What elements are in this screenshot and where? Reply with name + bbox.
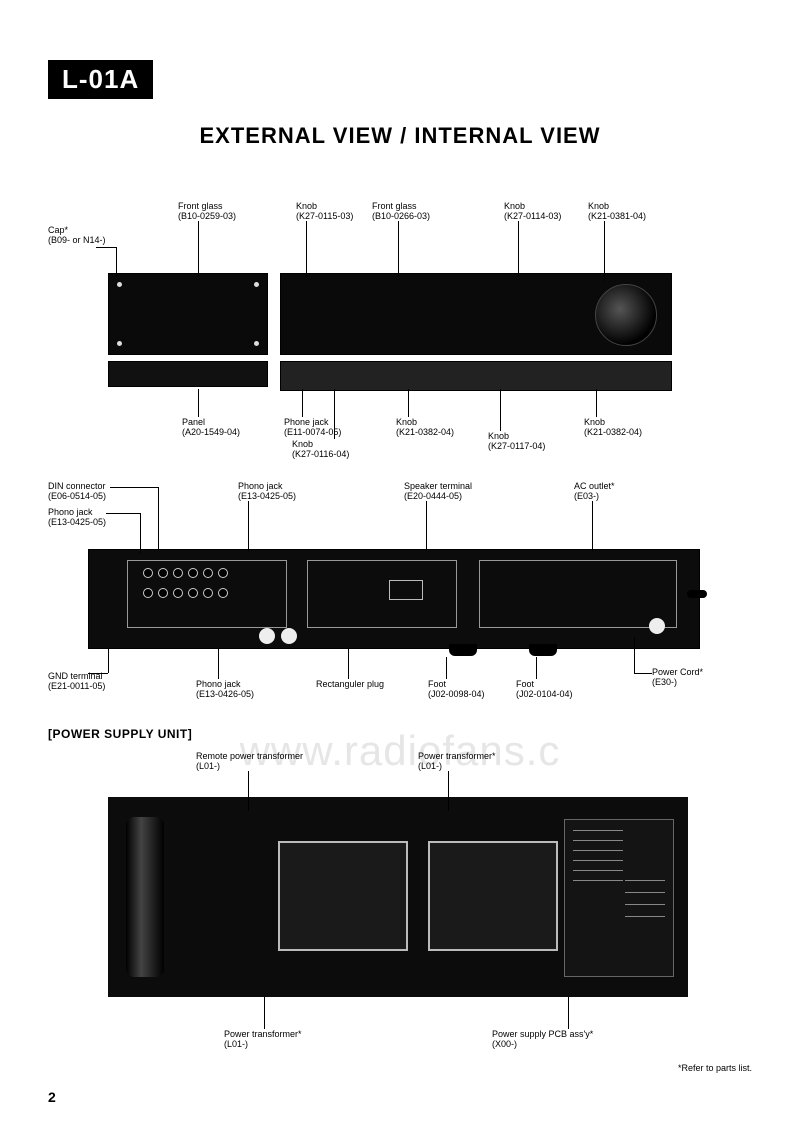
label-rect-plug: Rectanguler plug (316, 679, 384, 689)
label-knob-6: Knob(K27-0117-04) (488, 431, 545, 452)
label-knob-4: Knob(K27-0116-04) (292, 439, 349, 460)
label-panel: Panel(A20-1549-04) (182, 417, 240, 438)
label-front-glass-2: Front glass(B10-0266-03) (372, 201, 430, 222)
volume-knob (595, 284, 657, 346)
label-phono-1: Phono jack(E13-0425-05) (48, 507, 106, 528)
label-knob-2: Knob(K27-0114-03) (504, 201, 561, 222)
label-knob-5: Knob(K21-0382-04) (396, 417, 454, 438)
psu-heading: [POWER SUPPLY UNIT] (48, 727, 192, 741)
psu-unit (108, 797, 688, 997)
front-left-unit (108, 273, 268, 355)
label-foot-2: Foot(J02-0104-04) (516, 679, 573, 700)
label-psu-pcb: Power supply PCB ass'y*(X00-) (492, 1029, 593, 1050)
front-right-unit (280, 273, 672, 355)
diagram-canvas: www.radiofans.c Cap*(B09- or N14-) Front… (48, 167, 752, 1087)
label-cap: Cap*(B09- or N14-) (48, 225, 106, 246)
model-badge: L-01A (48, 60, 153, 99)
label-din: DIN connector(E06-0514-05) (48, 481, 106, 502)
page-number: 2 (48, 1089, 56, 1105)
label-gnd: GND terminal(E21-0011-05) (48, 671, 105, 692)
rear-panel (88, 549, 700, 649)
label-knob-1: Knob(K27-0115-03) (296, 201, 353, 222)
label-phone-jack: Phone jack(E11-0074-05) (284, 417, 341, 438)
front-left-strip (108, 361, 268, 387)
label-power-tx-top: Power transformer*(L01-) (418, 751, 496, 772)
label-remote-tx: Remote power transformer(L01-) (196, 751, 303, 772)
label-front-glass-1: Front glass(B10-0259-03) (178, 201, 236, 222)
label-speaker: Speaker terminal(E20-0444-05) (404, 481, 472, 502)
front-right-strip (280, 361, 672, 391)
label-phono-2: Phono jack(E13-0425-05) (238, 481, 296, 502)
label-knob-3: Knob(K21-0381-04) (588, 201, 646, 222)
label-knob-7: Knob(K21-0382-04) (584, 417, 642, 438)
footnote: *Refer to parts list. (678, 1063, 752, 1073)
label-phono-3: Phono jack(E13-0426-05) (196, 679, 254, 700)
label-ac-outlet: AC outlet*(E03-) (574, 481, 615, 502)
label-power-cord: Power Cord*(E30-) (652, 667, 703, 688)
label-foot-1: Foot(J02-0098-04) (428, 679, 485, 700)
label-power-tx-bot: Power transformer*(L01-) (224, 1029, 302, 1050)
page-title: EXTERNAL VIEW / INTERNAL VIEW (48, 123, 752, 149)
